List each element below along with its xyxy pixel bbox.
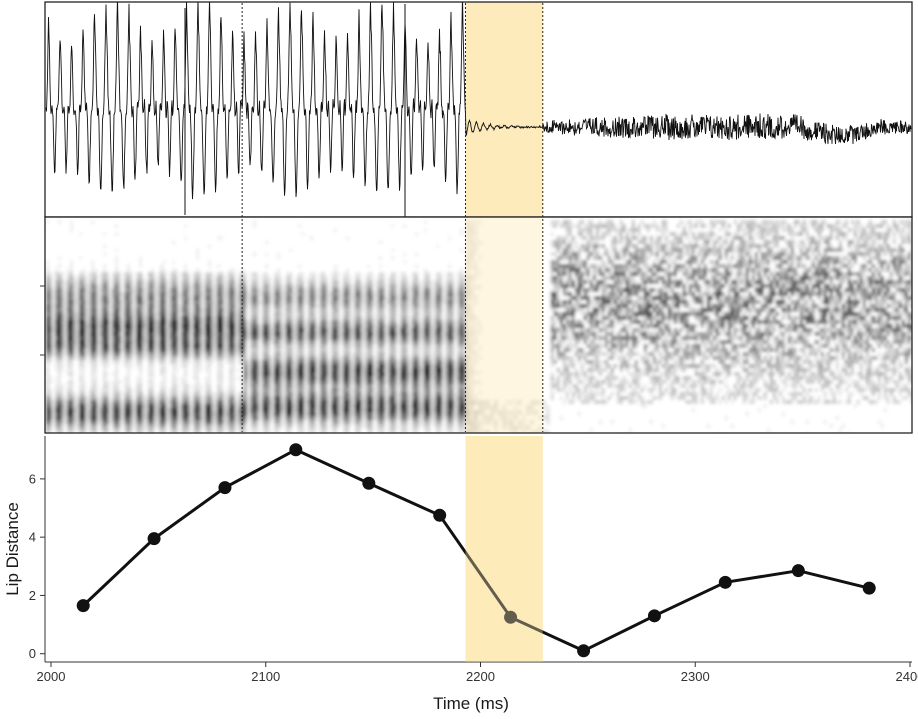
y-tick-label-1: 2 <box>29 588 36 603</box>
y-tick-label-2: 4 <box>29 530 36 545</box>
spectrogram-highlight-tint <box>465 217 542 433</box>
y-axis-title: Lip Distance <box>3 502 22 596</box>
y-tick-label-0: 0 <box>29 646 36 661</box>
x-tick-label-0: 2000 <box>37 669 66 684</box>
y-axis-ticks: 0 2 4 6 <box>29 471 45 661</box>
highlight-band-overlay <box>465 436 542 662</box>
series-point-0 <box>77 599 90 612</box>
series-point-4 <box>362 477 375 490</box>
lip-distance-panel: 0 2 4 6 2000 2100 2200 2300 2400 Time (ms) Lip … <box>3 436 918 713</box>
series-point-1 <box>148 532 161 545</box>
series-point-9 <box>719 576 732 589</box>
series-point-11 <box>863 582 876 595</box>
series-point-3 <box>289 443 302 456</box>
lip-distance-series <box>77 436 876 662</box>
series-point-2 <box>218 481 231 494</box>
spectrogram-panel <box>40 217 914 436</box>
series-point-10 <box>792 564 805 577</box>
series-point-5 <box>433 509 446 522</box>
x-tick-label-2: 2200 <box>466 669 495 684</box>
x-tick-label-1: 2100 <box>251 669 280 684</box>
x-axis-title: Time (ms) <box>433 694 509 713</box>
x-tick-label-4: 2400 <box>896 669 918 684</box>
highlight-band-waveform <box>465 2 542 217</box>
x-tick-label-3: 2300 <box>681 669 710 684</box>
series-point-8 <box>648 609 661 622</box>
x-axis-ticks: 2000 2100 2200 2300 2400 <box>37 662 918 684</box>
series-point-7 <box>577 644 590 657</box>
y-tick-label-3: 6 <box>29 471 36 486</box>
